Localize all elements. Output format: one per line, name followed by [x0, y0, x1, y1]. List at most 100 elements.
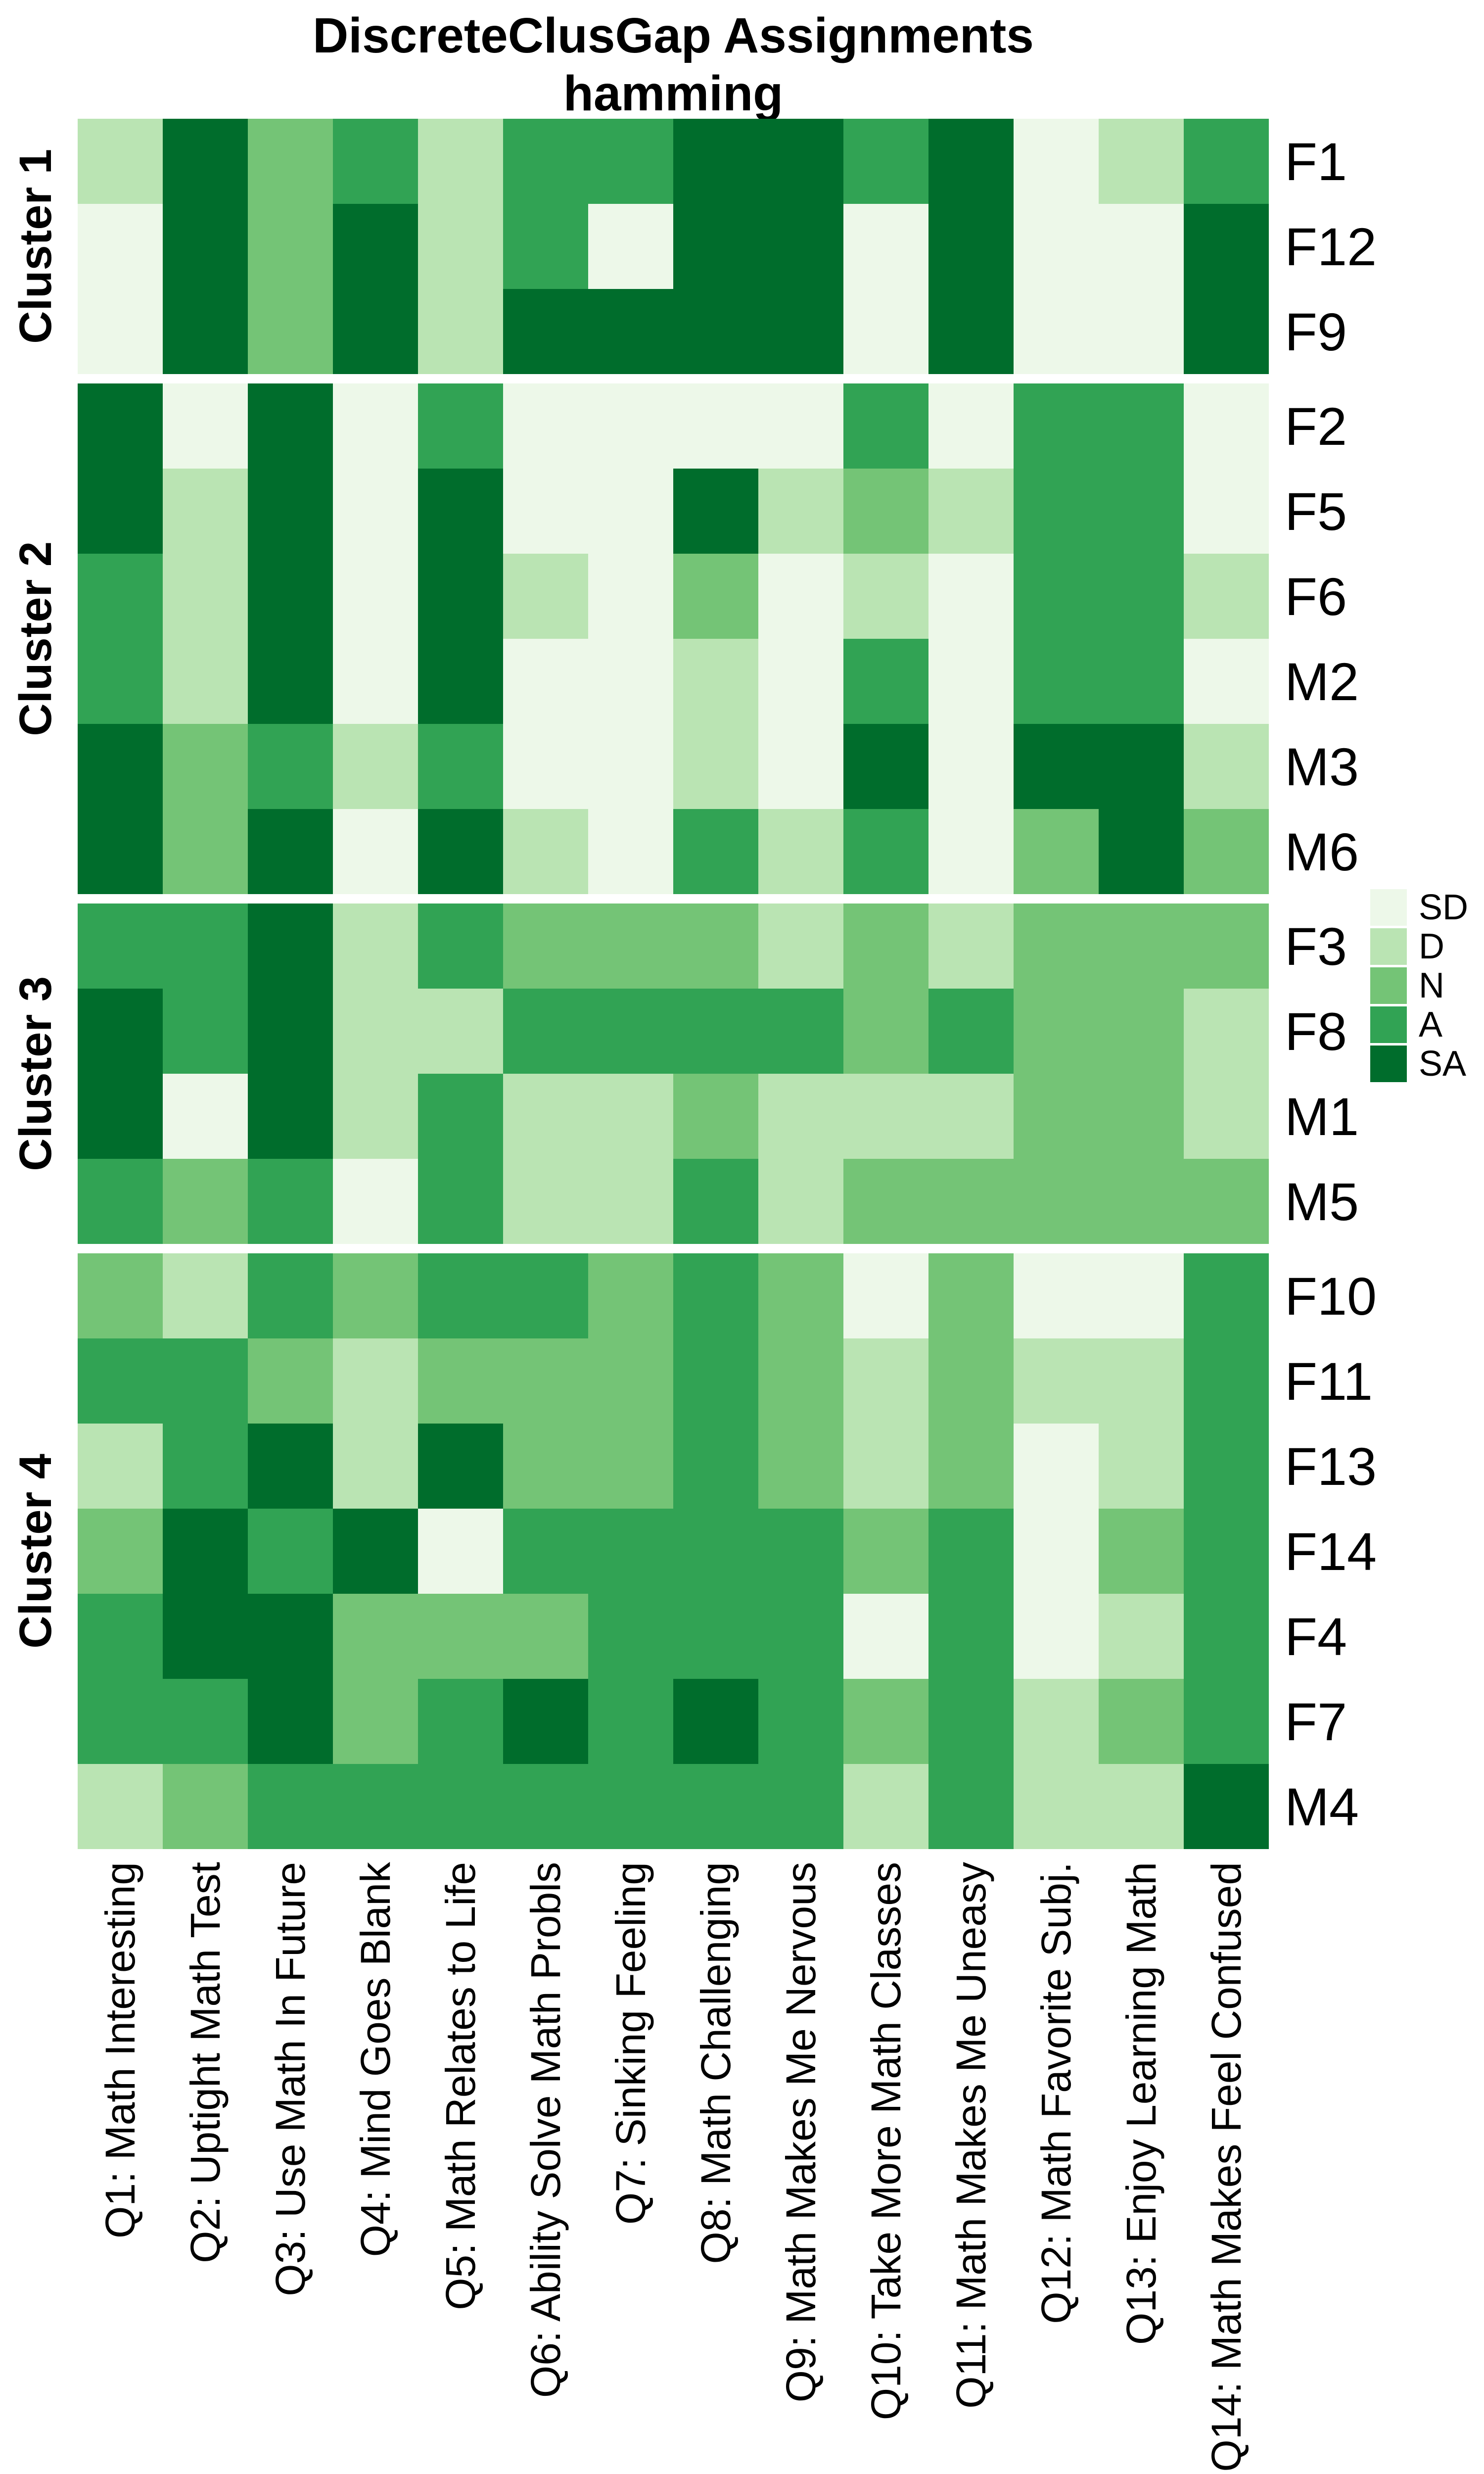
- heatmap-cell: [248, 904, 333, 989]
- column-label: Q14: Math Makes Feel Confused: [1203, 1862, 1250, 2472]
- heatmap-cell: [758, 639, 843, 724]
- heatmap-cell: [503, 904, 588, 989]
- legend-label: A: [1419, 1005, 1443, 1045]
- heatmap-cell: [673, 1424, 758, 1509]
- heatmap-cell: [418, 554, 503, 639]
- heatmap-cell: [78, 1679, 163, 1764]
- column-label: Q7: Sinking Feeling: [607, 1862, 654, 2225]
- heatmap-cell: [503, 383, 588, 469]
- legend-swatch: [1370, 1006, 1407, 1043]
- heatmap-cell: [1014, 469, 1099, 554]
- cluster-label: Cluster 4: [10, 1454, 61, 1649]
- heatmap-cell: [333, 724, 418, 809]
- heatmap-cell: [758, 1338, 843, 1424]
- heatmap-cell: [248, 1764, 333, 1849]
- row-label: F7: [1285, 1691, 1347, 1752]
- heatmap-cell: [78, 554, 163, 639]
- legend-swatch: [1370, 928, 1407, 965]
- heatmap-cell: [588, 1679, 673, 1764]
- heatmap-cell: [1014, 724, 1099, 809]
- heatmap-cell: [1184, 469, 1269, 554]
- heatmap-cell: [1099, 1509, 1184, 1594]
- heatmap-cell: [163, 724, 248, 809]
- heatmap-cell: [1014, 989, 1099, 1074]
- heatmap-cell: [418, 1594, 503, 1679]
- heatmap-cell: [163, 809, 248, 894]
- heatmap-cell: [78, 469, 163, 554]
- heatmap-cell: [928, 1253, 1014, 1338]
- heatmap-cell: [588, 1338, 673, 1424]
- legend-label: SA: [1419, 1044, 1467, 1084]
- row-label: F6: [1285, 566, 1347, 626]
- heatmap-cell: [843, 1074, 928, 1159]
- heatmap-cell: [843, 724, 928, 809]
- heatmap-cell: [1014, 554, 1099, 639]
- heatmap-cell: [163, 1074, 248, 1159]
- heatmap-cell: [843, 1253, 928, 1338]
- column-label: Q10: Take More Math Classes: [862, 1862, 909, 2421]
- chart-title: DiscreteClusGap Assignments hamming: [78, 7, 1269, 123]
- heatmap-cell: [1014, 1509, 1099, 1594]
- heatmap-cell: [248, 1074, 333, 1159]
- heatmap-cell: [588, 119, 673, 204]
- heatmap-cell: [758, 1253, 843, 1338]
- heatmap-cell: [758, 1594, 843, 1679]
- heatmap-cell: [78, 1764, 163, 1849]
- heatmap-cell: [928, 289, 1014, 374]
- column-label: Q3: Use Math In Future: [267, 1862, 314, 2296]
- heatmap-cell: [1014, 809, 1099, 894]
- heatmap-cell: [843, 809, 928, 894]
- heatmap-cell: [673, 1679, 758, 1764]
- heatmap-cell: [418, 724, 503, 809]
- heatmap-cell: [928, 809, 1014, 894]
- heatmap-cell: [1014, 383, 1099, 469]
- legend-label: D: [1419, 927, 1444, 966]
- heatmap-cell: [758, 1764, 843, 1849]
- heatmap-cell: [588, 1764, 673, 1849]
- heatmap-cell: [758, 724, 843, 809]
- legend-item: A: [1370, 1005, 1468, 1045]
- heatmap-cell: [588, 1253, 673, 1338]
- heatmap-cell: [928, 1338, 1014, 1424]
- heatmap-cell: [673, 554, 758, 639]
- heatmap-cell: [503, 1594, 588, 1679]
- heatmap-cell: [333, 639, 418, 724]
- heatmap-cell: [1014, 1679, 1099, 1764]
- heatmap-cell: [78, 639, 163, 724]
- heatmap-cell: [673, 119, 758, 204]
- column-label: Q5: Math Relates to Life: [437, 1862, 484, 2310]
- heatmap-cell: [163, 1764, 248, 1849]
- row-label: F13: [1285, 1436, 1377, 1496]
- heatmap-cell: [163, 1253, 248, 1338]
- heatmap-cell: [78, 289, 163, 374]
- heatmap-cell: [248, 1338, 333, 1424]
- heatmap-cell: [758, 1074, 843, 1159]
- heatmap-cell: [248, 724, 333, 809]
- heatmap-cell: [928, 119, 1014, 204]
- heatmap-cell: [503, 1253, 588, 1338]
- heatmap-cell: [1014, 1253, 1099, 1338]
- heatmap-cell: [418, 204, 503, 289]
- row-label: M1: [1285, 1086, 1359, 1146]
- heatmap-cell: [588, 469, 673, 554]
- heatmap-cell: [333, 1338, 418, 1424]
- heatmap-cell: [1184, 1594, 1269, 1679]
- heatmap-cell: [78, 383, 163, 469]
- heatmap-cell: [843, 1679, 928, 1764]
- heatmap-cell: [418, 119, 503, 204]
- heatmap-cell: [503, 1509, 588, 1594]
- heatmap-cell: [843, 639, 928, 724]
- heatmap-cell: [333, 1424, 418, 1509]
- heatmap-cell: [843, 1159, 928, 1244]
- heatmap-cell: [758, 119, 843, 204]
- heatmap-cell: [163, 469, 248, 554]
- column-label: Q12: Math Favorite Subj.: [1032, 1862, 1079, 2324]
- heatmap-cell: [418, 1074, 503, 1159]
- heatmap-cell: [418, 383, 503, 469]
- heatmap-cell: [758, 383, 843, 469]
- row-label: M5: [1285, 1171, 1359, 1232]
- heatmap-cell: [1184, 119, 1269, 204]
- heatmap-cell: [843, 554, 928, 639]
- heatmap-cell: [588, 383, 673, 469]
- heatmap-cell: [673, 809, 758, 894]
